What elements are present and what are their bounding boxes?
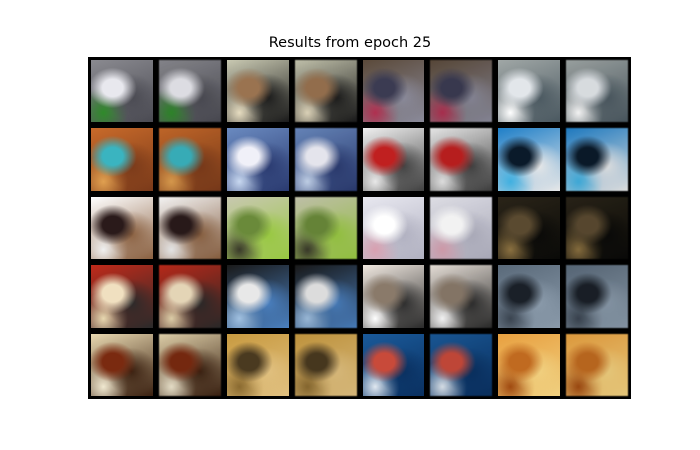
horse-thumbnail: [158, 333, 221, 396]
cat-thumbnail: [362, 60, 425, 123]
cat-thumbnail: [566, 128, 628, 191]
cat-thumbnail: [294, 333, 357, 396]
image-grid: [88, 57, 631, 399]
car-thumbnail: [498, 60, 561, 123]
cat-thumbnail: [498, 196, 561, 260]
horse-thumbnail: [294, 196, 357, 260]
cat-thumbnail: [294, 265, 357, 328]
cat-thumbnail: [226, 60, 289, 123]
car-thumbnail: [566, 60, 628, 123]
cat-thumbnail: [430, 60, 493, 123]
cat-thumbnail: [226, 128, 289, 191]
ship-thumbnail: [430, 333, 493, 396]
cat-thumbnail: [91, 60, 153, 123]
cat-thumbnail: [498, 265, 561, 328]
truck-thumbnail: [430, 128, 493, 191]
cat-thumbnail: [362, 265, 425, 328]
frog-thumbnail: [158, 128, 221, 191]
cat-thumbnail: [294, 60, 357, 123]
cat-thumbnail: [362, 196, 425, 260]
truck-thumbnail: [91, 265, 153, 328]
truck-thumbnail: [158, 265, 221, 328]
cat-thumbnail: [566, 265, 628, 328]
cat-thumbnail: [430, 265, 493, 328]
cat-thumbnail: [566, 196, 628, 260]
cat-thumbnail: [294, 128, 357, 191]
cat-thumbnail: [91, 196, 153, 260]
cat-thumbnail: [430, 196, 493, 260]
cat-thumbnail: [158, 196, 221, 260]
cat-thumbnail: [498, 333, 561, 396]
cat-thumbnail: [498, 128, 561, 191]
cat-thumbnail: [226, 265, 289, 328]
truck-thumbnail: [362, 128, 425, 191]
frog-thumbnail: [91, 128, 153, 191]
figure-title: Results from epoch 25: [268, 35, 432, 51]
ship-thumbnail: [362, 333, 425, 396]
horse-thumbnail: [226, 196, 289, 260]
horse-thumbnail: [91, 333, 153, 396]
cat-thumbnail: [226, 333, 289, 396]
cat-thumbnail: [566, 333, 628, 396]
cat-thumbnail: [158, 60, 221, 123]
